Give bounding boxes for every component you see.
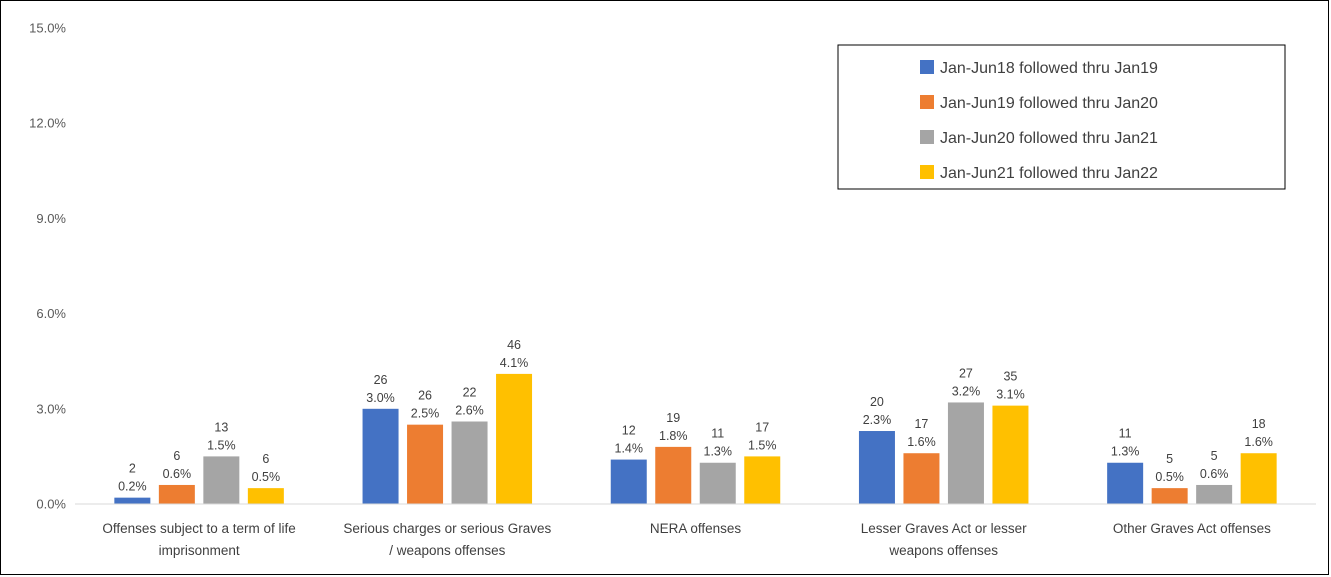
data-label-count: 17 [914, 417, 928, 431]
y-tick-label: 0.0% [36, 497, 66, 512]
data-label-count: 18 [1252, 417, 1266, 431]
data-label-count: 20 [870, 395, 884, 409]
y-axis: 0.0% 3.0% 6.0% 9.0% 12.0% 15.0% [29, 21, 66, 512]
bar [655, 446, 692, 504]
data-label-count: 12 [622, 424, 636, 438]
data-label-percent: 1.6% [907, 435, 936, 449]
legend-swatch [920, 95, 934, 109]
y-tick-label: 9.0% [36, 211, 66, 226]
bar [1196, 484, 1233, 504]
data-label-count: 26 [374, 373, 388, 387]
data-label-count: 22 [463, 385, 477, 399]
data-label-count: 6 [173, 449, 180, 463]
bar [451, 421, 488, 504]
y-tick-label: 3.0% [36, 401, 66, 416]
data-label-percent: 1.5% [207, 438, 236, 452]
bar [203, 456, 240, 504]
data-label-count: 17 [755, 420, 769, 434]
data-label-count: 26 [418, 389, 432, 403]
data-label-percent: 0.5% [1155, 470, 1184, 484]
data-label-percent: 0.6% [163, 467, 192, 481]
data-label-percent: 4.1% [500, 356, 529, 370]
data-label-count: 2 [129, 462, 136, 476]
y-tick-label: 12.0% [29, 116, 66, 131]
x-category-label: weapons offenses [888, 543, 998, 558]
data-label-percent: 1.3% [1111, 445, 1140, 459]
data-label-percent: 2.6% [455, 403, 484, 417]
x-category-label: Serious charges or serious Graves [343, 521, 551, 536]
legend-label: Jan-Jun20 followed thru Jan21 [940, 130, 1158, 147]
data-label-count: 5 [1211, 449, 1218, 463]
legend-swatch [920, 165, 934, 179]
data-label-percent: 3.0% [366, 391, 395, 405]
data-label-count: 11 [711, 427, 724, 441]
data-label-percent: 2.3% [863, 413, 892, 427]
x-category-label: Other Graves Act offenses [1113, 521, 1271, 536]
data-label-count: 27 [959, 366, 973, 380]
data-label-percent: 2.5% [411, 407, 440, 421]
x-category-label: Lesser Graves Act or lesser [861, 521, 1027, 536]
data-label-percent: 1.6% [1244, 435, 1273, 449]
x-category-label: imprisonment [159, 543, 240, 558]
data-label-count: 19 [666, 411, 680, 425]
legend-label: Jan-Jun19 followed thru Jan20 [940, 95, 1158, 112]
bar [496, 373, 533, 504]
data-label-percent: 1.5% [748, 438, 777, 452]
data-label-count: 13 [214, 420, 228, 434]
data-label-percent: 3.2% [952, 384, 981, 398]
bar [1107, 462, 1144, 504]
bar [1240, 453, 1277, 504]
bar [610, 459, 647, 504]
bar [903, 453, 940, 504]
bar [858, 431, 895, 504]
data-label-percent: 0.2% [118, 480, 147, 494]
x-category-label: / weapons offenses [389, 543, 505, 558]
legend-swatch [920, 60, 934, 74]
bar [158, 484, 195, 504]
data-label-count: 6 [262, 452, 269, 466]
data-label-percent: 1.3% [704, 445, 733, 459]
bars: 0.2% 2 0.6% 6 1.5% 13 0.5% 6 3.0% 26 2.5% 26 2.6% 22 4… [114, 338, 1277, 504]
data-label-percent: 1.8% [659, 429, 688, 443]
bar [699, 462, 736, 504]
legend-label: Jan-Jun18 followed thru Jan19 [940, 60, 1158, 77]
bar [1151, 488, 1188, 504]
data-label-count: 35 [1003, 370, 1017, 384]
legend-label: Jan-Jun21 followed thru Jan22 [940, 165, 1158, 182]
data-label-percent: 1.4% [615, 442, 644, 456]
bar [947, 402, 984, 504]
x-category-label: Offenses subject to a term of life [102, 521, 295, 536]
data-label-percent: 0.5% [252, 470, 281, 484]
data-label-percent: 3.1% [996, 388, 1025, 402]
bar [247, 488, 284, 504]
bar [362, 408, 399, 504]
data-label-percent: 0.6% [1200, 467, 1229, 481]
y-tick-label: 15.0% [29, 21, 66, 36]
x-category-label: NERA offenses [650, 521, 742, 536]
y-tick-label: 6.0% [36, 306, 66, 321]
bar [114, 497, 151, 504]
legend: Jan-Jun18 followed thru Jan19 Jan-Jun19 f… [837, 44, 1286, 190]
legend-box [837, 44, 1286, 190]
data-label-count: 5 [1166, 452, 1173, 466]
x-axis: Offenses subject to a term of life impris… [75, 503, 1316, 558]
bar [744, 456, 781, 504]
bar [407, 424, 444, 504]
legend-swatch [920, 130, 934, 144]
bar [992, 405, 1029, 504]
data-label-count: 11 [1119, 427, 1132, 441]
data-label-count: 46 [507, 338, 521, 352]
